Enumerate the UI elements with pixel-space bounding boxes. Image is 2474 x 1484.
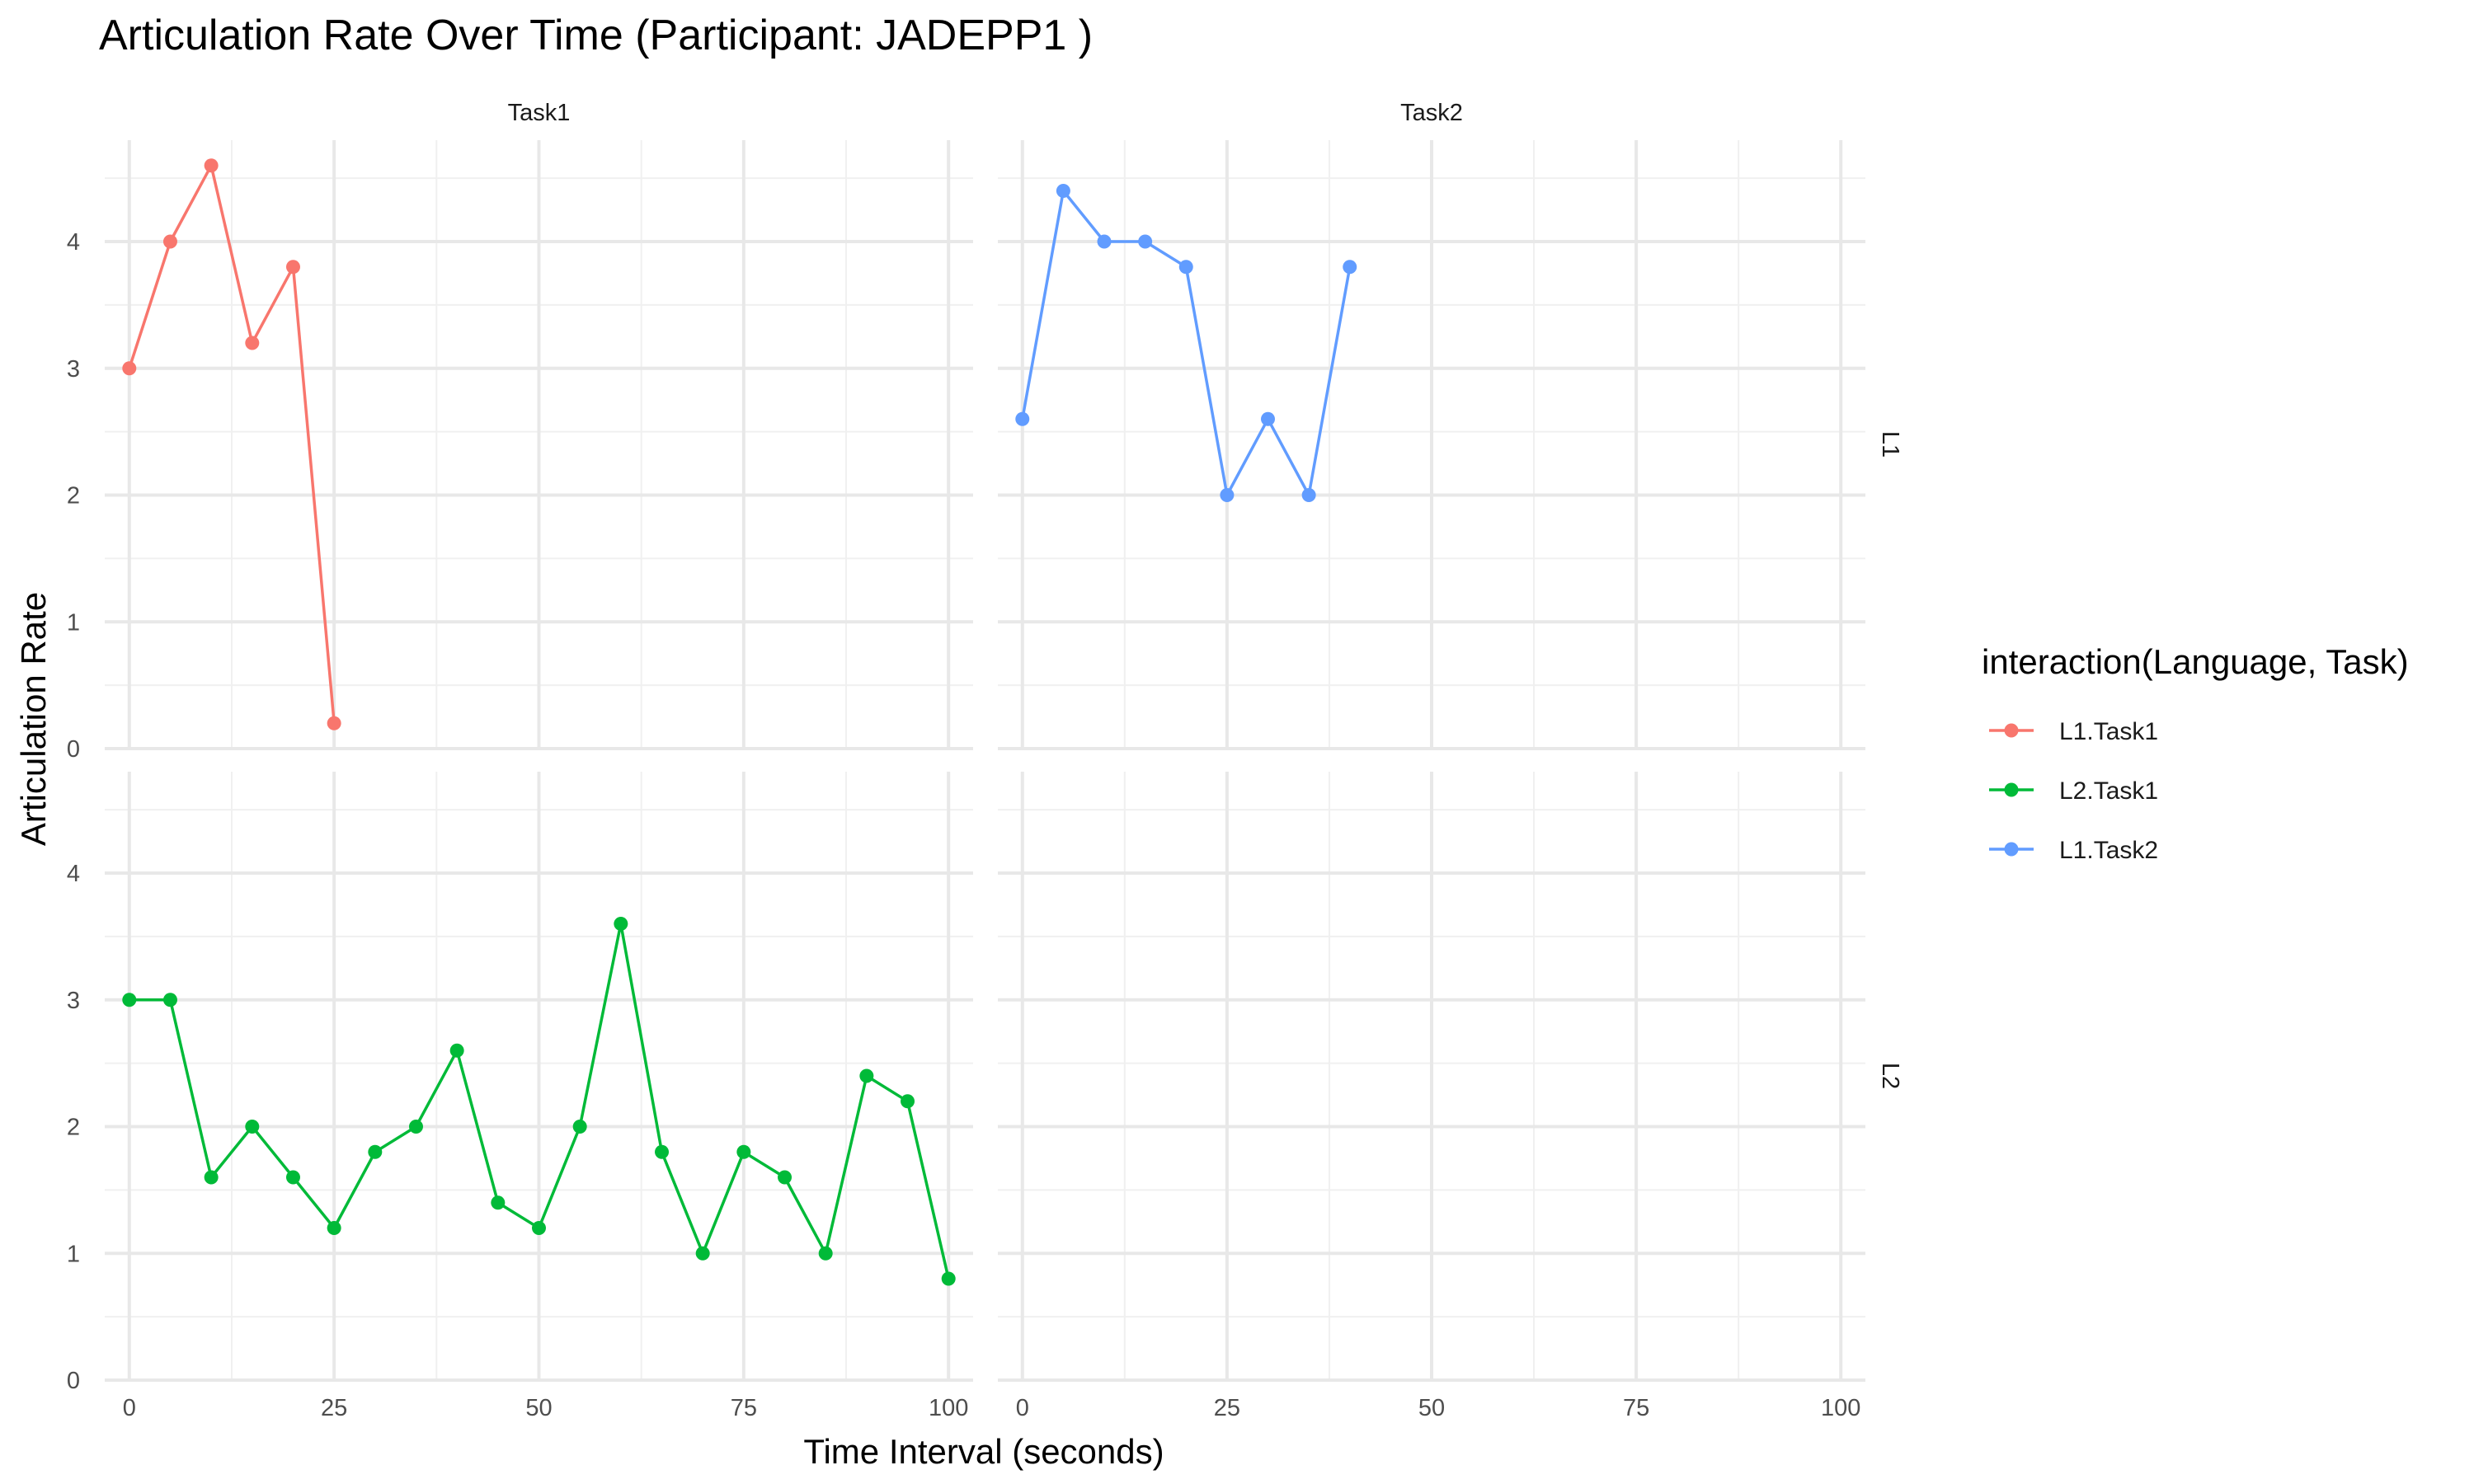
y-axis-title: Articulation Rate	[14, 592, 53, 846]
y-tick-label: 2	[67, 1115, 80, 1141]
panel-L1-Task2	[998, 140, 1865, 750]
data-point	[901, 1094, 915, 1109]
facet-label-L2: L2	[1877, 1063, 1903, 1089]
x-tick-label: 100	[929, 1395, 968, 1421]
y-tick-label: 3	[67, 988, 80, 1014]
data-point	[1097, 234, 1112, 249]
facet-label-Task2: Task2	[1400, 100, 1463, 126]
data-point	[778, 1170, 793, 1185]
legend-item-label: L1.Task2	[2059, 837, 2158, 864]
legend-key-point	[2004, 782, 2019, 797]
y-tick-label: 0	[67, 1368, 80, 1394]
x-tick-label: 25	[321, 1395, 347, 1421]
series-line	[1021, 189, 1352, 497]
data-point	[285, 1170, 300, 1185]
series-L2.Task1	[122, 917, 956, 1286]
data-point	[327, 716, 341, 730]
y-tick-label: 4	[67, 229, 80, 256]
data-point	[1343, 260, 1357, 275]
data-point	[491, 1195, 506, 1210]
panel-L2-Task1	[105, 772, 973, 1382]
data-point	[1220, 488, 1235, 502]
data-point	[1138, 234, 1153, 249]
legend-key-point	[2004, 842, 2019, 857]
x-tick-label: 50	[525, 1395, 552, 1421]
data-point	[449, 1043, 464, 1058]
x-axis-title: Time Interval (seconds)	[803, 1432, 1164, 1471]
data-point	[1261, 411, 1276, 426]
data-point	[162, 993, 177, 1007]
legend-item-label: L2.Task1	[2059, 777, 2158, 805]
panels: Task1 Task2 L1 L2 0 1 2 3 4 0 1 2 3 4 0 25 50 75 100 0 25 50 7…	[67, 100, 1903, 1421]
data-point	[818, 1246, 833, 1261]
data-point	[408, 1120, 423, 1134]
x-tick-label: 75	[1623, 1395, 1649, 1421]
panel-L2-Task2	[998, 772, 1865, 1382]
facet-label-L1: L1	[1877, 431, 1903, 458]
data-point	[204, 1170, 219, 1185]
legend: interaction(Language, Task) L1.Task1 L2.T…	[1982, 642, 2409, 864]
x-tick-label: 75	[731, 1395, 757, 1421]
data-point	[532, 1221, 546, 1235]
data-point	[614, 917, 628, 931]
y-tick-label: 1	[67, 609, 80, 636]
data-point	[1178, 260, 1193, 275]
data-point	[122, 361, 137, 376]
y-tick-label: 3	[67, 356, 80, 383]
data-point	[327, 1221, 341, 1235]
data-point	[122, 993, 137, 1007]
panel-L1-Task1	[105, 140, 973, 750]
data-point	[695, 1246, 710, 1261]
y-tick-label: 4	[67, 861, 80, 887]
data-point	[572, 1120, 587, 1134]
data-point	[1015, 411, 1030, 426]
series-L1.Task1	[122, 158, 341, 730]
y-tick-label: 2	[67, 483, 80, 510]
data-point	[162, 234, 177, 249]
data-point	[285, 260, 300, 275]
legend-key-point	[2004, 723, 2019, 738]
data-point	[368, 1144, 383, 1159]
x-tick-label: 25	[1214, 1395, 1240, 1421]
chart-title: Articulation Rate Over Time (Participant…	[99, 12, 1093, 59]
x-tick-label: 0	[1016, 1395, 1029, 1421]
legend-item-label: L1.Task1	[2059, 718, 2158, 745]
data-point	[736, 1144, 751, 1159]
data-point	[245, 1120, 260, 1134]
series-line	[128, 164, 336, 724]
y-tick-label: 1	[67, 1241, 80, 1267]
x-tick-label: 100	[1821, 1395, 1860, 1421]
data-point	[941, 1271, 956, 1286]
x-tick-label: 50	[1418, 1395, 1445, 1421]
y-tick-label: 0	[67, 736, 80, 763]
legend-title: interaction(Language, Task)	[1982, 642, 2409, 681]
data-point	[1056, 184, 1070, 198]
x-tick-label: 0	[123, 1395, 136, 1421]
data-point	[859, 1068, 874, 1083]
series-L1.Task2	[1015, 184, 1357, 502]
data-point	[204, 158, 219, 173]
facet-label-Task1: Task1	[508, 100, 571, 126]
data-point	[245, 336, 260, 350]
legend-items: L1.Task1 L2.Task1 L1.Task2	[1989, 718, 2158, 864]
data-point	[655, 1144, 670, 1159]
data-point	[1301, 488, 1316, 502]
